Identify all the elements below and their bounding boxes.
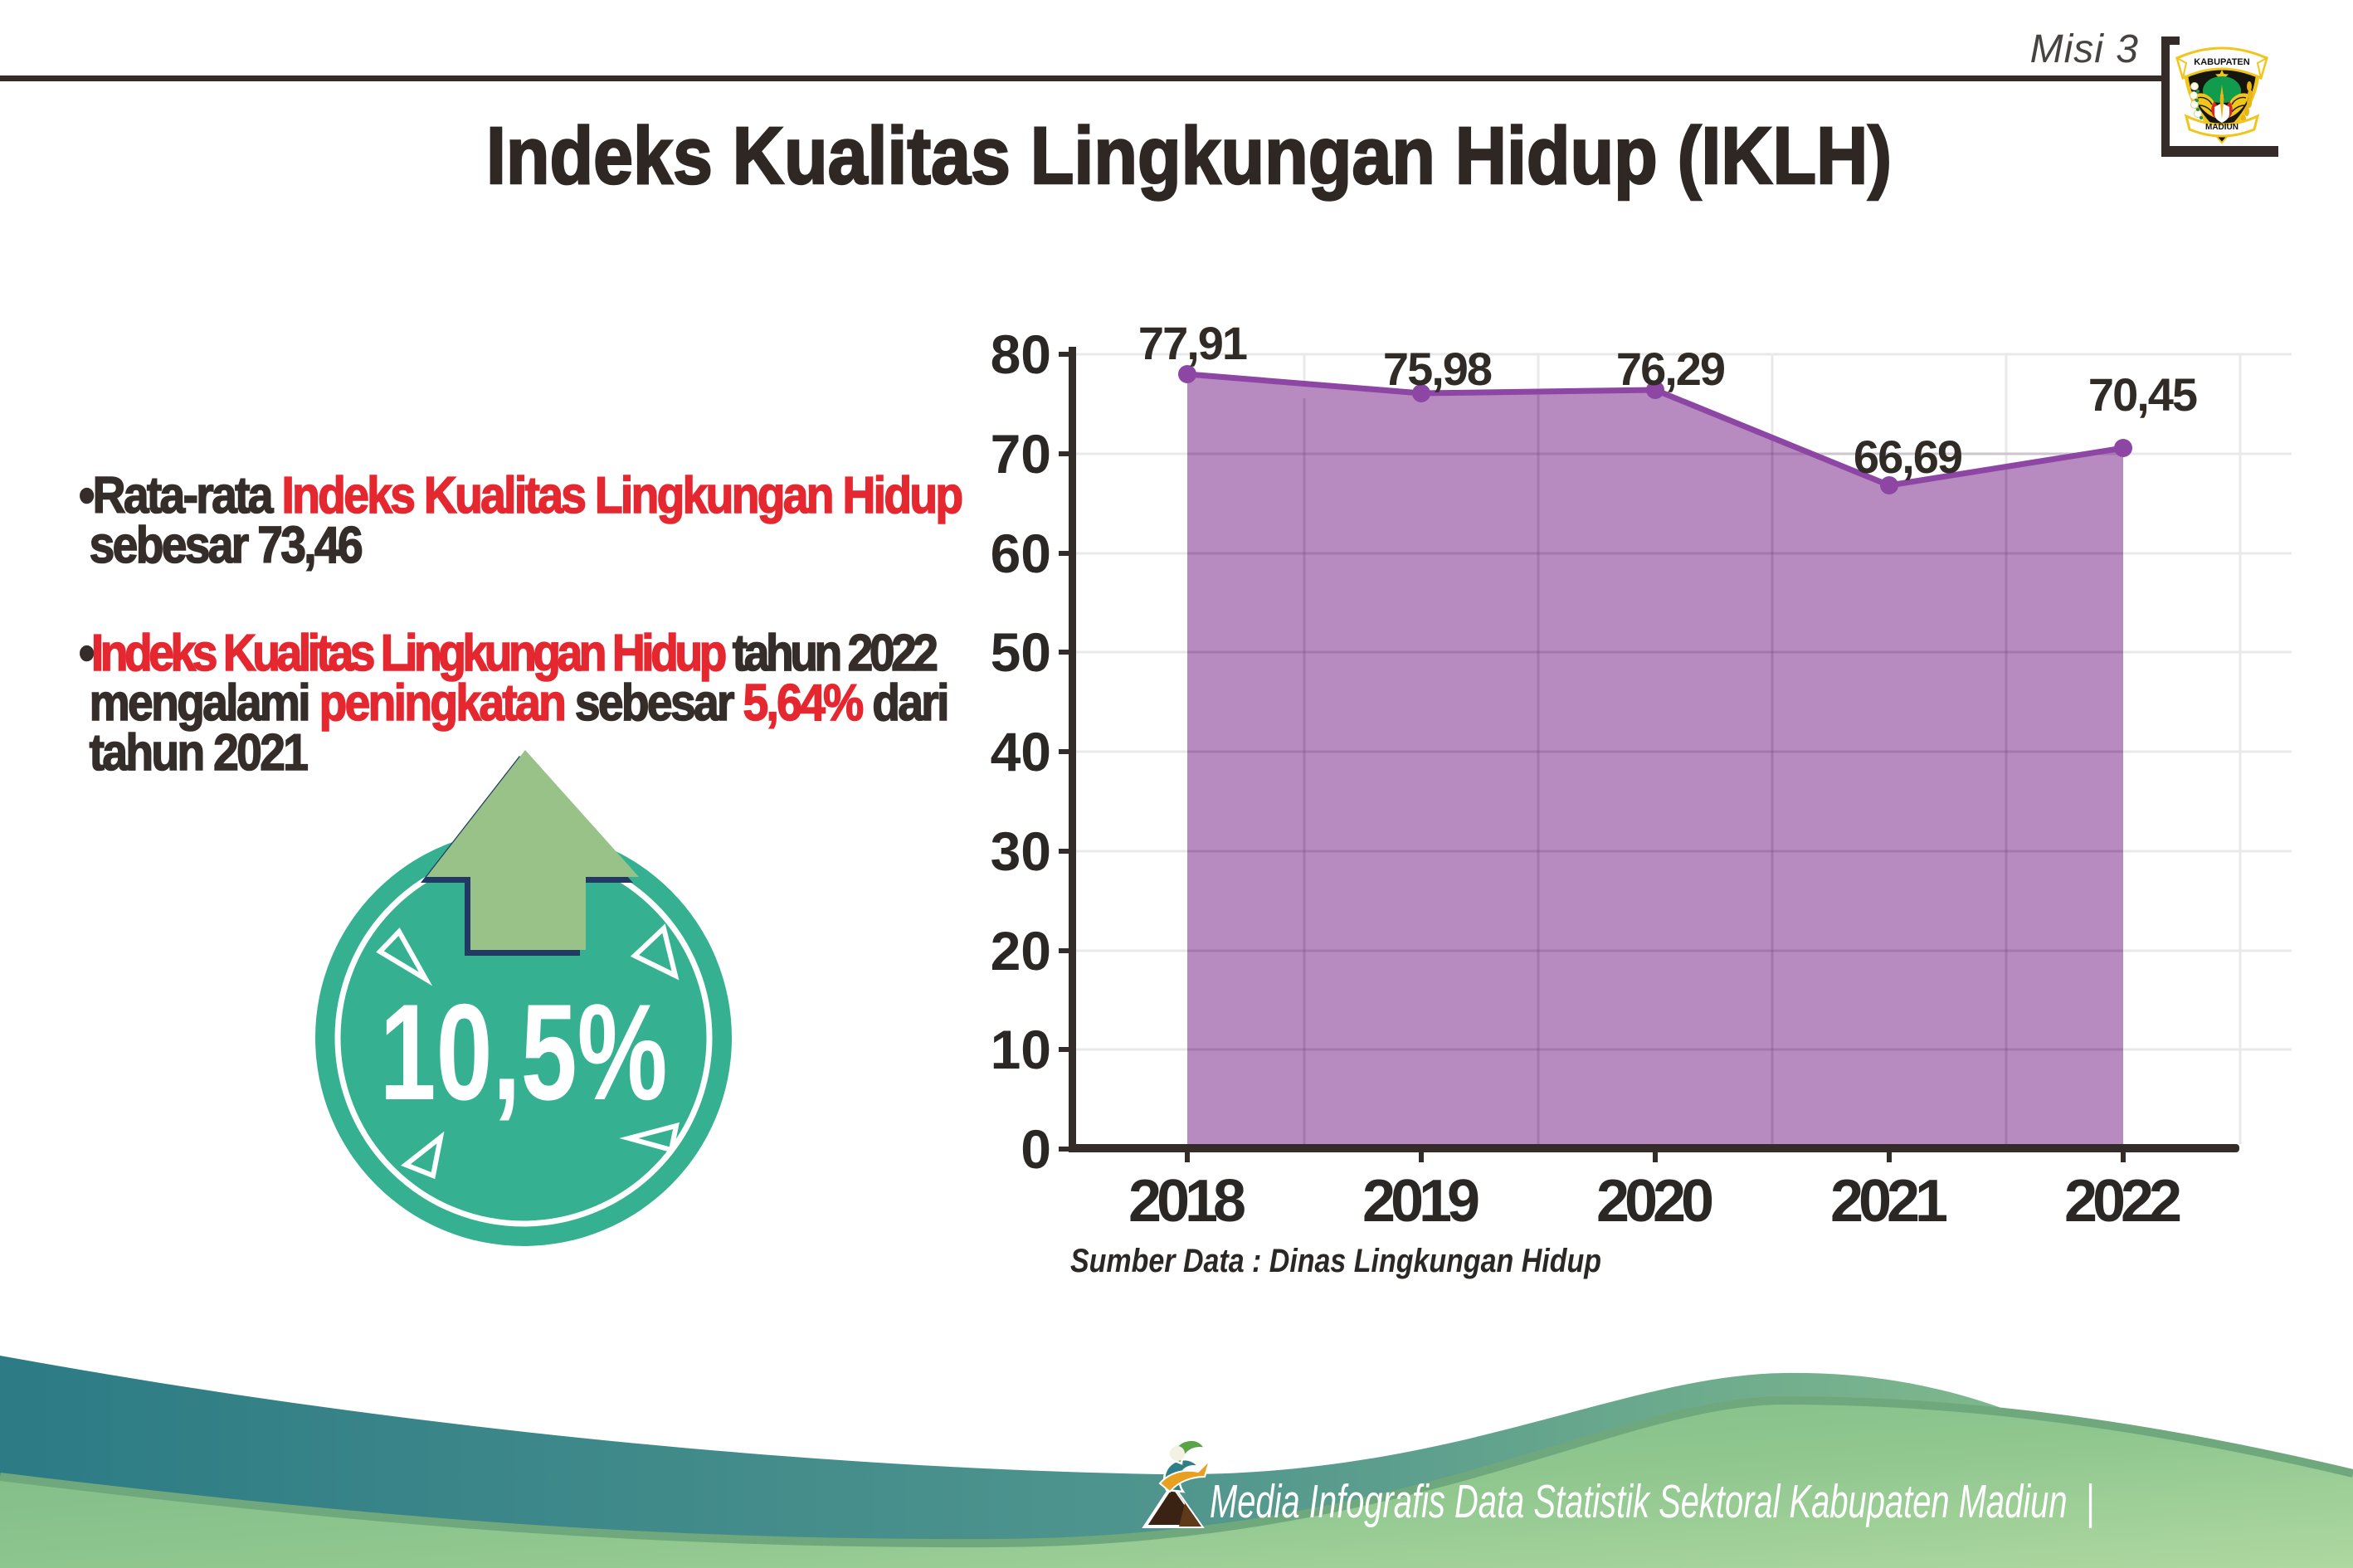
svg-text:40: 40 <box>991 721 1051 782</box>
svg-text:Sumber Data : Dinas Lingkungan: Sumber Data : Dinas Lingkungan Hidup <box>1070 1243 1601 1279</box>
svg-text:2019: 2019 <box>1362 1168 1480 1234</box>
svg-text:75,98: 75,98 <box>1383 343 1492 395</box>
svg-text:MADIUN: MADIUN <box>2205 123 2239 132</box>
svg-text:77,91: 77,91 <box>1138 317 1247 369</box>
svg-text:2020: 2020 <box>1596 1168 1714 1234</box>
svg-text:70: 70 <box>991 423 1051 485</box>
svg-text:0: 0 <box>1021 1118 1051 1180</box>
svg-text:20: 20 <box>991 920 1051 981</box>
svg-text:76,29: 76,29 <box>1616 343 1725 395</box>
svg-text:2022: 2022 <box>2064 1168 2182 1234</box>
svg-text:2021: 2021 <box>1830 1168 1948 1234</box>
svg-text:KABUPATEN: KABUPATEN <box>2194 57 2249 67</box>
svg-text:60: 60 <box>991 523 1051 584</box>
svg-text:10: 10 <box>991 1019 1051 1080</box>
svg-text:2018: 2018 <box>1128 1168 1246 1234</box>
svg-text:70,45: 70,45 <box>2088 368 2197 421</box>
svg-text:30: 30 <box>991 821 1051 882</box>
svg-text:66,69: 66,69 <box>1854 431 1962 483</box>
svg-text:10,5%: 10,5% <box>380 976 668 1128</box>
svg-text:80: 80 <box>991 324 1051 385</box>
svg-text:50: 50 <box>991 621 1051 683</box>
